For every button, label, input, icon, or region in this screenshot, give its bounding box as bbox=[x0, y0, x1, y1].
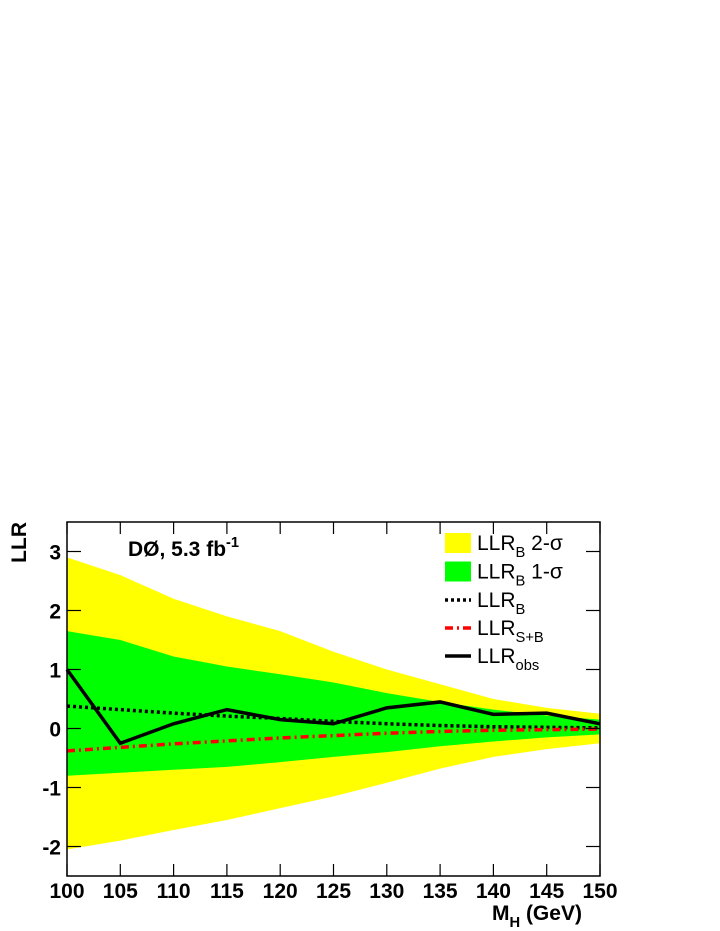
y-tick-label: 0 bbox=[49, 719, 61, 742]
x-tick-label: 125 bbox=[316, 880, 351, 903]
x-axis-label-part: (GeV) bbox=[520, 902, 582, 925]
legend-label-part: B bbox=[516, 574, 526, 590]
legend-label-part: LLR bbox=[477, 561, 516, 584]
legend-label-part: B bbox=[516, 602, 526, 618]
legend-swatch bbox=[445, 561, 471, 582]
x-tick-label: 140 bbox=[476, 880, 511, 903]
legend-label-part: S+B bbox=[516, 630, 544, 646]
legend-label-part: 2-σ bbox=[525, 532, 563, 555]
series-line bbox=[65, 668, 601, 746]
legend-label: LLRS+B bbox=[477, 617, 544, 646]
annotation-part: -1 bbox=[226, 535, 239, 551]
legend-swatch bbox=[445, 533, 471, 553]
legend-label-part: 1-σ bbox=[525, 561, 563, 584]
legend-label-part: LLR bbox=[477, 645, 516, 668]
band bbox=[67, 631, 600, 776]
series-line bbox=[66, 727, 601, 753]
x-axis-label-part: H bbox=[510, 915, 521, 931]
x-tick-label: 120 bbox=[263, 880, 298, 903]
legend-label: LLRobs bbox=[477, 645, 539, 674]
x-tick-label: 145 bbox=[529, 880, 564, 903]
legend-label: LLRB 2-σ bbox=[477, 532, 563, 561]
x-tick-label: 105 bbox=[103, 880, 138, 903]
y-tick-label: -1 bbox=[42, 778, 61, 801]
series-line bbox=[66, 704, 601, 730]
x-tick-label: 100 bbox=[49, 880, 84, 903]
x-axis-label-part: M bbox=[492, 902, 510, 925]
y-tick-label: -2 bbox=[42, 837, 61, 860]
y-axis-label: LLR bbox=[8, 522, 31, 563]
legend-label: LLRB bbox=[477, 589, 526, 618]
x-tick-label: 150 bbox=[582, 880, 617, 903]
x-tick-label: 110 bbox=[157, 880, 191, 903]
x-tick-label: 130 bbox=[369, 880, 404, 903]
legend-label-part: B bbox=[516, 545, 526, 561]
legend-label-part: LLR bbox=[477, 532, 516, 555]
x-axis-label: MH (GeV) bbox=[492, 902, 582, 931]
legend-label-part: LLR bbox=[477, 589, 516, 612]
annotation-part: DØ, 5.3 fb bbox=[128, 538, 226, 561]
y-tick-label: 1 bbox=[49, 660, 61, 683]
x-tick-label: 135 bbox=[423, 880, 458, 903]
annotation: DØ, 5.3 fb-1 bbox=[128, 535, 239, 561]
y-tick-label: 2 bbox=[49, 601, 61, 624]
legend-label: LLRB 1-σ bbox=[477, 561, 563, 590]
x-tick-label: 115 bbox=[210, 880, 244, 903]
legend-label-part: obs bbox=[516, 658, 540, 674]
y-tick-label: 3 bbox=[49, 542, 61, 565]
legend-label-part: LLR bbox=[477, 617, 516, 640]
